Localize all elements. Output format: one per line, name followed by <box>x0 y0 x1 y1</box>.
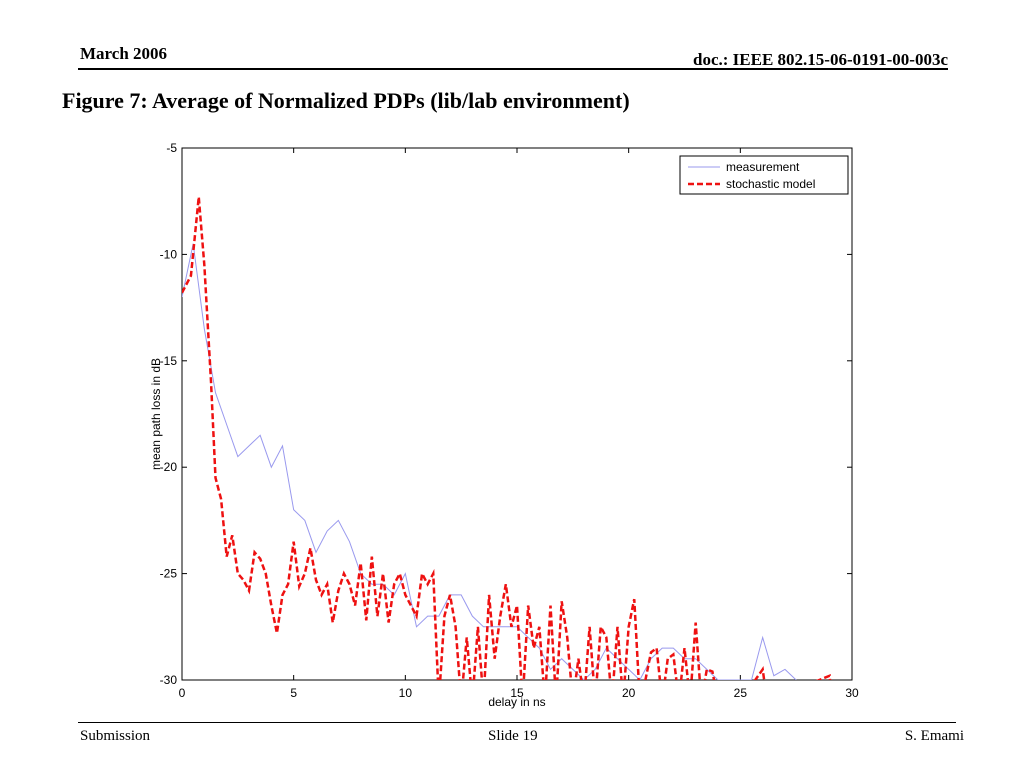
y-tick-label: -15 <box>160 354 178 368</box>
x-tick-label: 25 <box>734 686 748 700</box>
y-tick-label: -30 <box>160 673 178 687</box>
x-tick-label: 10 <box>399 686 413 700</box>
y-tick-label: -10 <box>160 247 178 261</box>
x-tick-label: 15 <box>510 686 524 700</box>
x-tick-label: 20 <box>622 686 636 700</box>
x-axis-label: delay in ns <box>488 695 545 709</box>
plot-frame <box>181 147 853 681</box>
y-tick-label: -25 <box>160 567 178 581</box>
footer-center: Slide 19 <box>488 728 538 744</box>
plot-area <box>182 196 832 680</box>
y-axis-label: mean path loss in dB <box>149 358 163 470</box>
footer-right: S. Emami <box>904 728 964 744</box>
series-line <box>182 196 832 680</box>
footer-rule <box>78 722 956 723</box>
footer-left: Submission <box>80 728 151 744</box>
header-doc: doc.: IEEE 802.15-06-0191-00-003c <box>693 50 948 69</box>
y-tick-label: -5 <box>166 141 177 155</box>
legend-box <box>679 155 849 195</box>
x-tick-label: 30 <box>845 686 859 700</box>
header-rule <box>78 68 948 70</box>
x-tick-label: 5 <box>290 686 297 700</box>
x-tick-label: 0 <box>179 686 186 700</box>
legend-label: measurement <box>726 160 800 174</box>
slide-title: Figure 7: Average of Normalized PDPs (li… <box>62 88 630 113</box>
header-date: March 2006 <box>80 44 168 63</box>
y-tick-label: -20 <box>160 460 178 474</box>
legend-label: stochastic model <box>726 177 815 191</box>
